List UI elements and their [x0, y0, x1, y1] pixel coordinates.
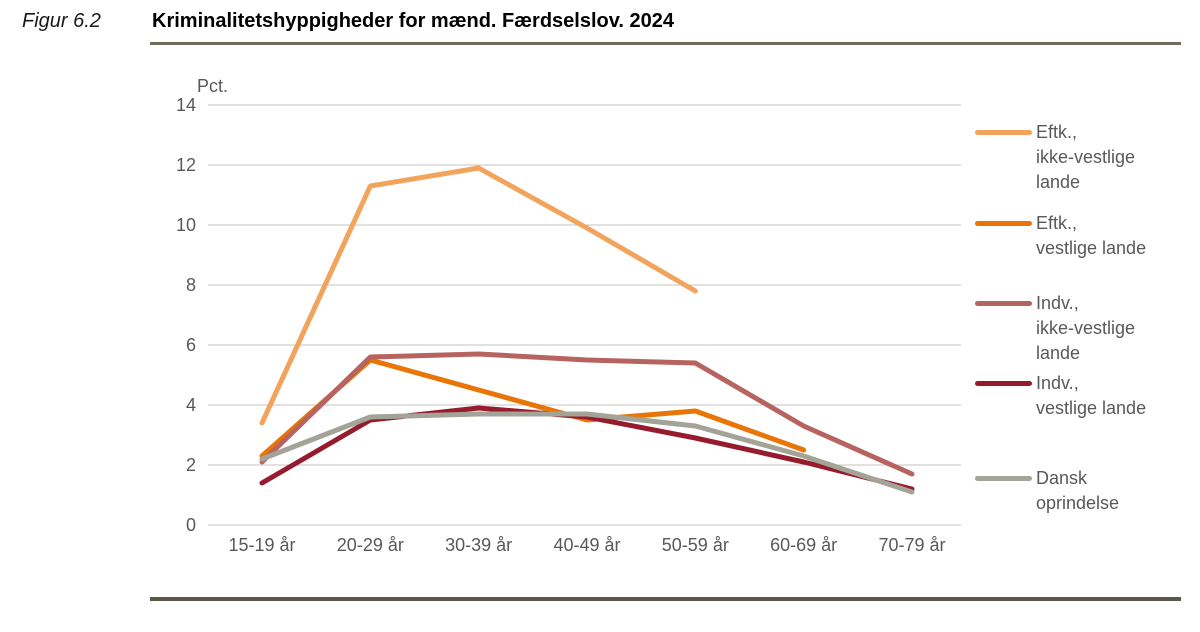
x-tick-label-1: 20-29 år — [336, 535, 404, 555]
legend-label: Indv., ikke-vestlige lande — [1036, 293, 1136, 363]
y-tick-label-14: 14 — [175, 95, 196, 115]
x-tick-label-4: 50-59 år — [661, 535, 729, 555]
x-tick-label-5: 60-69 år — [770, 535, 838, 555]
bottom-divider — [150, 597, 1181, 601]
legend-swatch-icon — [975, 130, 1032, 135]
series-line-2 — [259, 351, 915, 477]
legend-item-0: Eftk., ikke-vestlige lande — [975, 120, 1185, 195]
legend-label: Indv., vestlige lande — [1036, 373, 1147, 418]
legend-item-4: Dansk oprindelse — [975, 466, 1185, 516]
x-tick-label-3: 40-49 år — [553, 535, 621, 555]
y-axis-unit-label: Pct. — [197, 76, 229, 96]
legend-item-2: Indv., ikke-vestlige lande — [975, 291, 1185, 366]
x-tick-label-6: 70-79 år — [878, 535, 946, 555]
legend-swatch-icon — [975, 221, 1032, 226]
legend-item-3: Indv., vestlige lande — [975, 371, 1185, 421]
figure-number: Figur 6.2 — [22, 10, 101, 32]
y-tick-label-4: 4 — [185, 395, 196, 415]
x-tick-label-0: 15-19 år — [228, 535, 296, 555]
series-line-3 — [259, 405, 915, 492]
legend-swatch-icon — [975, 301, 1032, 306]
legend-label: Eftk., vestlige lande — [1036, 213, 1147, 258]
legend-swatch-icon — [975, 381, 1032, 386]
title-divider — [150, 42, 1181, 45]
y-tick-label-12: 12 — [175, 155, 196, 175]
legend-swatch-icon — [975, 476, 1032, 481]
series-line-4 — [259, 411, 915, 495]
x-tick-label-2: 30-39 år — [445, 535, 513, 555]
series-line-0 — [259, 165, 698, 426]
legend-label: Eftk., ikke-vestlige lande — [1036, 122, 1136, 192]
legend-label: Dansk oprindelse — [1036, 468, 1120, 513]
figure-title: Kriminalitetshyppigheder for mænd. Færds… — [152, 10, 674, 32]
y-tick-label-2: 2 — [185, 455, 196, 475]
y-tick-label-10: 10 — [175, 215, 196, 235]
legend-item-1: Eftk., vestlige lande — [975, 211, 1185, 261]
y-tick-label-0: 0 — [185, 515, 196, 535]
y-tick-label-6: 6 — [185, 335, 196, 355]
y-tick-label-8: 8 — [185, 275, 196, 295]
